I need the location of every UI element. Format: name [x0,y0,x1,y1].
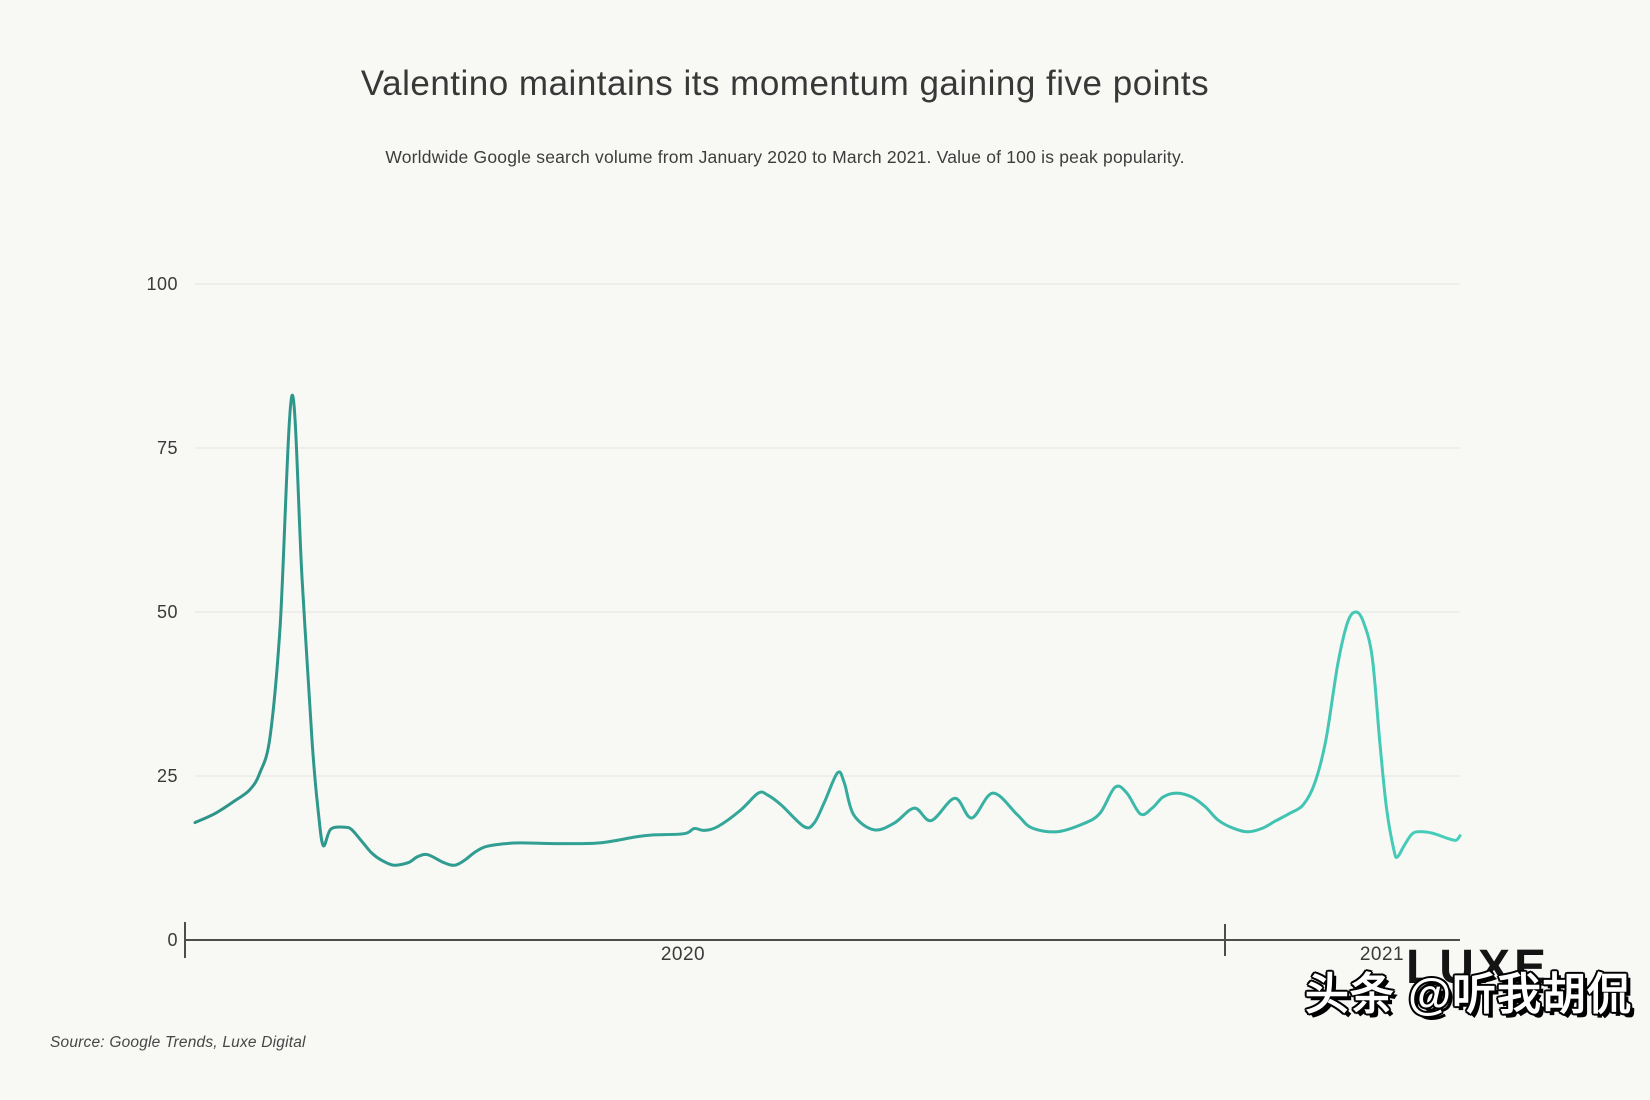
watermark-text: 头条 @听我胡侃 [1304,970,1632,1019]
y-axis-tick-label-75: 75 [156,438,178,458]
x-axis-label-2020: 2020 [660,944,706,965]
watermark-luxe-overlay-text: LUXE [1405,941,1550,994]
chart-subtitle: Worldwide Google search volume from Janu… [385,147,1185,167]
watermark: LUXE 头条 @听我胡侃 [1090,940,1650,1100]
y-axis-tick-label-50: 50 [156,602,178,622]
page-title: Valentino maintains its momentum gaining… [360,64,1210,103]
y-axis-tick-label-100: 100 [146,274,178,294]
trend-line [193,393,1462,867]
y-axis-tick-label-25: 25 [156,766,178,786]
source-note: Source: Google Trends, Luxe Digital [50,1034,306,1051]
x-axis-label-2021: 2021 [1359,944,1405,965]
y-axis-tick-label-0: 0 [167,930,178,950]
